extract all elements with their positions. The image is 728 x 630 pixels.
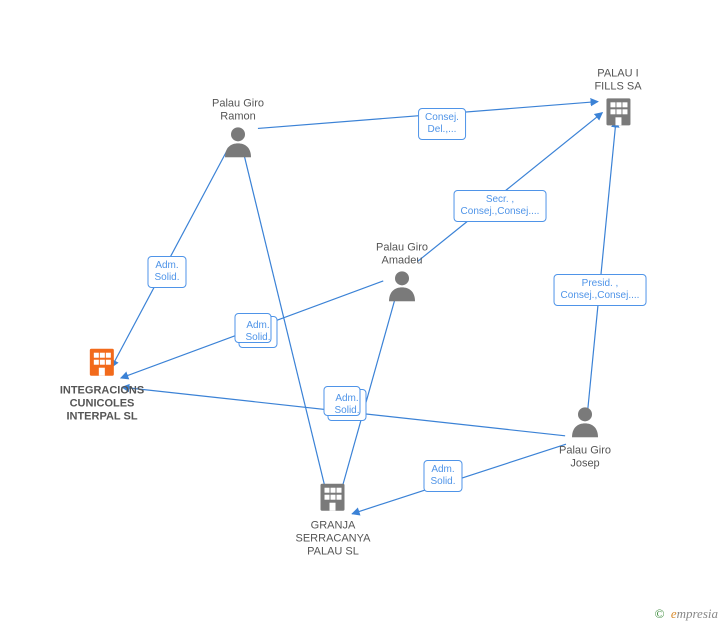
edge-label: Adm.Solid. [238,316,277,348]
edge-label: Adm.Solid. [423,460,462,492]
node-label: Palau GiroAmadeu [376,241,428,267]
edge-label: Consej.Del.,... [418,108,466,140]
copyright-icon: © [655,606,665,621]
node-label: Palau GiroRamon [212,97,264,123]
node-granja[interactable]: GRANJASERRACANYAPALAU SL [296,481,371,560]
company-icon [603,96,633,133]
watermark: © empresia [655,606,718,622]
edges-layer [0,0,728,630]
node-label: PALAU IFILLS SA [594,67,641,93]
node-amadeu[interactable]: Palau GiroAmadeu [376,241,428,306]
edge [587,120,616,418]
node-josep[interactable]: Palau GiroJosep [559,405,611,470]
person-icon [570,405,600,442]
edge-label: Adm.Solid. [147,256,186,288]
company-icon [87,346,117,383]
company-icon [318,481,348,518]
node-integr[interactable]: INTEGRACIONSCUNICOLESINTERPAL SL [60,346,144,425]
node-ramon[interactable]: Palau GiroRamon [212,97,264,162]
edge-label: Presid. ,Consej.,Consej.... [554,274,647,306]
person-icon [223,126,253,163]
node-label: INTEGRACIONSCUNICOLESINTERPAL SL [60,385,144,425]
person-icon [387,270,417,307]
brand-text: empresia [671,606,718,621]
node-label: Palau GiroJosep [559,444,611,470]
edge-label: Secr. ,Consej.,Consej.... [454,190,547,222]
node-label: GRANJASERRACANYAPALAU SL [296,520,371,560]
node-palaufills[interactable]: PALAU IFILLS SA [594,67,641,132]
edge-label: Adm.Solid. [327,389,366,421]
